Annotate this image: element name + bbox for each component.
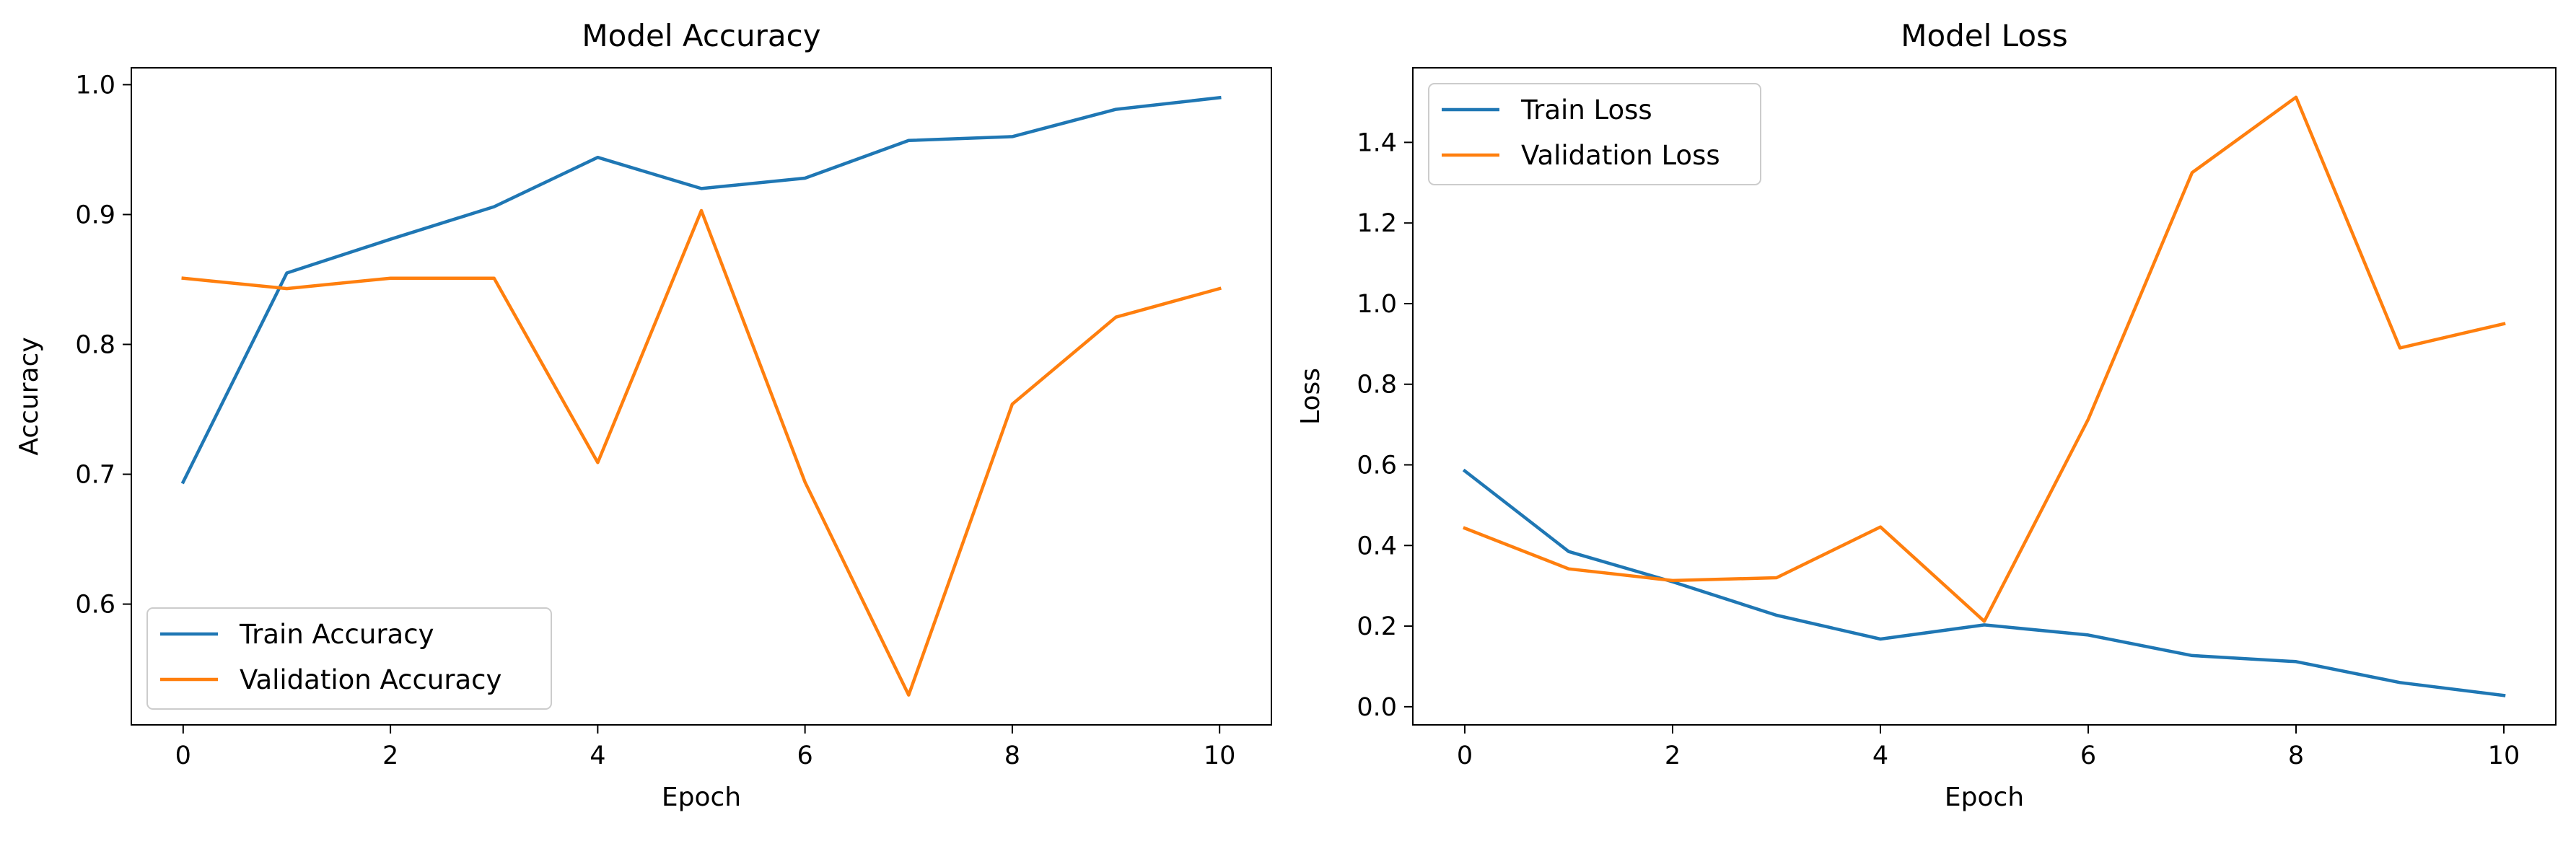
y-axis-label: Accuracy bbox=[14, 337, 44, 455]
y-axis-label: Loss bbox=[1296, 368, 1326, 425]
legend: Train Accuracy Validation Accuracy bbox=[146, 607, 552, 710]
y-tick-label: 0.4 bbox=[1357, 532, 1397, 560]
legend-box bbox=[146, 607, 552, 710]
y-tick-label: 0.8 bbox=[75, 330, 115, 359]
chart-loss: Model Loss 0 2 4 6 8 10 0.0 0.2 0.4 0.6 0.8 1.0 1.2 1.… bbox=[1296, 18, 2557, 812]
chart-title: Model Loss bbox=[1901, 18, 2068, 53]
y-tick-label: 1.2 bbox=[1357, 209, 1397, 238]
series-line-validation bbox=[1463, 95, 2506, 623]
x-tick-label: 10 bbox=[1204, 741, 1236, 770]
y-tick-label: 0.8 bbox=[1357, 371, 1397, 400]
legend: Train Loss Validation Loss bbox=[1428, 83, 1761, 185]
y-tick-label: 0.9 bbox=[75, 201, 115, 229]
y-tick-label: 0.7 bbox=[75, 461, 115, 490]
y-tick-label: 0.6 bbox=[1357, 452, 1397, 480]
series-line-validation bbox=[181, 208, 1222, 697]
legend-label: Validation Accuracy bbox=[240, 664, 501, 695]
x-tick-label: 10 bbox=[2488, 741, 2520, 770]
x-tick-label: 4 bbox=[590, 741, 605, 770]
x-tick-label: 4 bbox=[1872, 741, 1888, 770]
y-tick-label: 1.0 bbox=[1357, 290, 1397, 319]
x-tick-label: 2 bbox=[1665, 741, 1681, 770]
x-tick-label: 2 bbox=[382, 741, 398, 770]
y-tick-label: 1.0 bbox=[75, 71, 115, 100]
x-tick-label: 6 bbox=[797, 741, 812, 770]
chart-title: Model Accuracy bbox=[582, 18, 820, 53]
y-tick-label: 0.2 bbox=[1357, 612, 1397, 641]
legend-label: Train Loss bbox=[1520, 94, 1652, 126]
y-tick-label: 0.6 bbox=[75, 591, 115, 620]
series-line-train bbox=[180, 95, 1222, 485]
x-tick-label: 8 bbox=[1004, 741, 1020, 770]
legend-label: Validation Loss bbox=[1521, 140, 1720, 171]
axes-frame bbox=[1412, 67, 2557, 726]
x-axis-label: Epoch bbox=[1945, 783, 2024, 812]
y-tick-label: 1.4 bbox=[1357, 128, 1397, 157]
x-tick-label: 0 bbox=[1457, 741, 1473, 770]
x-tick-label: 6 bbox=[2080, 741, 2096, 770]
legend-box bbox=[1428, 83, 1761, 185]
series-line-train bbox=[1462, 468, 2506, 697]
chart-accuracy: Model Accuracy 0 2 4 6 8 10 0.6 0.7 0.8 0.9 1.0 Epoc… bbox=[14, 18, 1272, 812]
y-tick-label: 0.0 bbox=[1357, 693, 1397, 722]
x-tick-label: 8 bbox=[2288, 741, 2304, 770]
x-axis-label: Epoch bbox=[662, 783, 741, 812]
axes-frame bbox=[131, 67, 1272, 726]
legend-label: Train Accuracy bbox=[239, 619, 434, 650]
x-tick-label: 0 bbox=[175, 741, 191, 770]
